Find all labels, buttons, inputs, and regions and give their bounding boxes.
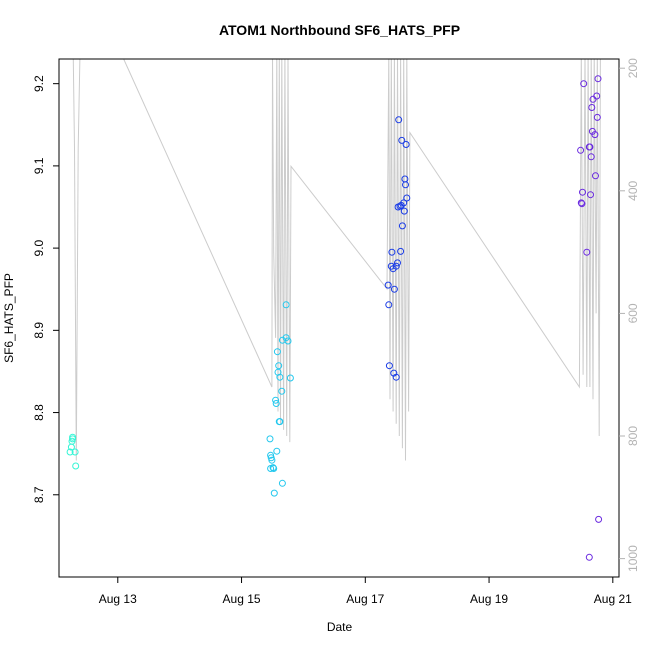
data-point-series-2 — [270, 489, 278, 497]
data-point-series-2 — [286, 374, 294, 382]
data-point-series-2 — [275, 362, 283, 370]
data-point-series-4 — [577, 199, 585, 207]
data-point-series-2 — [270, 465, 278, 472]
x-tick-label: Aug 15 — [223, 592, 261, 606]
data-point-series-2 — [278, 479, 286, 487]
data-point-series-3 — [385, 362, 393, 370]
y2-tick-label: 1000 — [626, 545, 640, 572]
data-point-series-3 — [402, 181, 409, 189]
data-point-series-4 — [595, 515, 603, 523]
x-axis-label: Date — [327, 620, 353, 634]
x-tick-label: Aug 13 — [99, 592, 137, 606]
data-point-series-2 — [282, 301, 290, 309]
data-point-series-4 — [578, 200, 586, 208]
x-tick-label: Aug 19 — [470, 592, 508, 606]
y2-tick-label: 200 — [626, 58, 640, 78]
data-point-series-1 — [66, 448, 74, 456]
data-point-series-2 — [284, 337, 292, 345]
plot-area: Aug 13 Aug 15 Aug 17 Aug 19 Aug 21 8.7 8.8 8.9 9… — [32, 58, 640, 606]
data-point-series-4 — [585, 553, 593, 561]
data-point-series-3 — [392, 373, 400, 381]
data-point-series-2 — [276, 373, 284, 381]
data-point-series-3 — [392, 262, 400, 270]
data-point-series-2 — [272, 396, 280, 404]
data-point-series-3 — [397, 247, 405, 255]
data-point-series-3 — [394, 259, 401, 267]
y-tick-label: 9.2 — [32, 75, 46, 92]
data-point-series-3 — [400, 199, 408, 207]
data-point-series-4 — [591, 131, 599, 139]
data-point-series-3 — [388, 248, 396, 256]
data-point-series-3 — [403, 194, 411, 202]
data-point-series-2 — [273, 447, 281, 455]
data-point-series-3 — [384, 281, 392, 289]
y2-tick-label: 400 — [626, 180, 640, 200]
data-point-series-4 — [588, 104, 596, 111]
data-point-series-2 — [273, 348, 281, 356]
y-tick-label: 9.1 — [32, 157, 46, 174]
data-point-series-3 — [395, 116, 403, 124]
data-point-series-3 — [400, 207, 408, 215]
data-point-series-4 — [587, 191, 594, 199]
chart-title: ATOM1 Northbound SF6_HATS_PFP — [219, 22, 460, 38]
data-point-series-4 — [580, 80, 588, 88]
data-point-series-4 — [592, 172, 599, 180]
data-point-series-2 — [276, 418, 284, 426]
data-point-series-4 — [593, 92, 601, 100]
x-tick-label: Aug 21 — [594, 592, 632, 606]
data-point-series-1 — [72, 462, 80, 470]
data-point-series-3 — [385, 301, 393, 309]
data-point-series-3 — [390, 285, 398, 293]
data-point-series-2 — [278, 387, 286, 395]
data-point-series-4 — [577, 146, 585, 154]
data-point-series-1 — [69, 433, 77, 441]
data-point-series-2 — [266, 435, 274, 443]
y-tick-label: 8.9 — [32, 322, 46, 339]
altitude-trace-line — [72, 59, 601, 461]
data-point-series-2 — [268, 456, 276, 464]
data-point-series-3 — [398, 136, 406, 144]
data-point-series-4 — [579, 188, 586, 196]
data-point-series-3 — [398, 222, 406, 230]
y-tick-label: 8.7 — [32, 486, 46, 503]
data-point-series-4 — [593, 113, 601, 121]
data-point-series-3 — [402, 141, 410, 148]
y-tick-label: 8.8 — [32, 404, 46, 421]
y2-tick-label: 600 — [626, 303, 640, 323]
y2-tick-label: 800 — [626, 426, 640, 446]
x-tick-label: Aug 17 — [346, 592, 384, 606]
y-axis-label: SF6_HATS_PFP — [2, 273, 16, 363]
data-point-series-4 — [587, 153, 595, 161]
plot-frame — [58, 58, 620, 578]
data-point-series-2 — [272, 400, 280, 407]
data-point-series-4 — [583, 248, 591, 256]
data-point-series-4 — [586, 143, 594, 151]
data-point-series-4 — [594, 75, 602, 83]
y-tick-label: 9.0 — [32, 239, 46, 256]
data-point-series-1 — [71, 448, 79, 456]
